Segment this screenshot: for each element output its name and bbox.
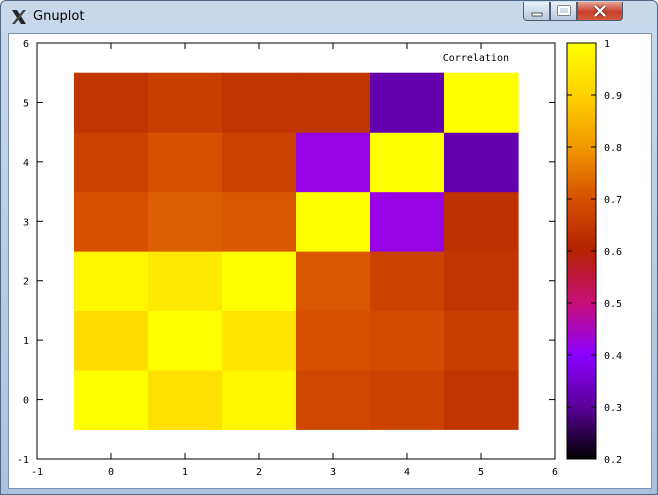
y-tick-label: 4 bbox=[23, 158, 29, 169]
close-icon bbox=[593, 4, 607, 18]
heatmap-cell bbox=[370, 251, 445, 312]
heatmap-cell bbox=[296, 132, 371, 193]
heatmap-cells bbox=[74, 72, 519, 430]
colorbar-tick-label: 1 bbox=[604, 39, 610, 50]
heatmap-cell bbox=[296, 191, 371, 252]
heatmap-cell bbox=[74, 72, 149, 133]
heatmap-cell bbox=[370, 369, 445, 430]
x-tick-label: -1 bbox=[31, 467, 43, 478]
heatmap-cell bbox=[370, 191, 445, 252]
plot-area: -1 0 1 2 3 4 5 6 -1 0 1 2 3 4 5 6 Correlation 0.2 0.3 0.… bbox=[8, 33, 652, 489]
x-tick-label: 5 bbox=[478, 467, 484, 478]
heatmap-cell bbox=[74, 191, 149, 252]
plot-frame bbox=[36, 42, 556, 460]
colorbar-tick-label: 0.8 bbox=[604, 143, 622, 154]
colorbar-tick-label: 0.2 bbox=[604, 455, 622, 466]
window-title: Gnuplot bbox=[33, 9, 85, 24]
heatmap-cell bbox=[74, 251, 149, 312]
minimize-button[interactable] bbox=[523, 2, 550, 21]
maximize-button[interactable] bbox=[550, 2, 577, 21]
x-tick-labels: -1 0 1 2 3 4 5 6 bbox=[31, 467, 558, 478]
x-tick-label: 4 bbox=[404, 467, 410, 478]
maximize-icon bbox=[557, 5, 571, 16]
colorbar-tick-label: 0.6 bbox=[604, 247, 622, 258]
colorbar-tick-label: 0.4 bbox=[604, 351, 622, 362]
heatmap-cell bbox=[222, 72, 297, 133]
heatmap-cell bbox=[222, 310, 297, 371]
heatmap-cell bbox=[222, 369, 297, 430]
heatmap-cell bbox=[444, 72, 519, 133]
heatmap-cell bbox=[148, 310, 223, 371]
heatmap-cell bbox=[148, 251, 223, 312]
colorbar-tick-label: 0.5 bbox=[604, 299, 622, 310]
y-tick-label: 0 bbox=[23, 396, 29, 407]
y-tick-label: 3 bbox=[23, 217, 29, 228]
x-tick-label: 0 bbox=[108, 467, 114, 478]
heatmap-cell bbox=[370, 310, 445, 371]
title-bar[interactable]: Gnuplot bbox=[1, 1, 657, 31]
heatmap-cell bbox=[296, 369, 371, 430]
heatmap-cell bbox=[370, 132, 445, 193]
colorbar-tick-label: 0.3 bbox=[604, 403, 622, 414]
heatmap-cell bbox=[444, 132, 519, 193]
heatmap-cell bbox=[296, 310, 371, 371]
close-button[interactable] bbox=[577, 2, 623, 21]
x-tick-label: 2 bbox=[256, 467, 262, 478]
y-tick-label: -1 bbox=[17, 455, 29, 466]
x-logo-icon bbox=[12, 10, 26, 24]
y-tick-label: 2 bbox=[23, 277, 29, 288]
heatmap-cell bbox=[148, 191, 223, 252]
colorbar-labels: 0.2 0.3 0.4 0.5 0.6 0.7 0.8 0.9 1 bbox=[604, 39, 622, 466]
axis-ticks bbox=[36, 42, 556, 460]
heatmap-cell bbox=[296, 72, 371, 133]
x-tick-label: 3 bbox=[330, 467, 336, 478]
minimize-icon bbox=[531, 12, 543, 17]
colorbar-tick-label: 0.9 bbox=[604, 91, 622, 102]
heatmap-cell bbox=[222, 132, 297, 193]
heatmap-cell bbox=[74, 132, 149, 193]
heatmap-cell bbox=[148, 369, 223, 430]
x-tick-label: 1 bbox=[182, 467, 188, 478]
heatmap-cell bbox=[222, 251, 297, 312]
x-tick-label: 6 bbox=[552, 467, 558, 478]
y-tick-labels: -1 0 1 2 3 4 5 6 bbox=[17, 39, 29, 466]
y-tick-label: 5 bbox=[23, 98, 29, 109]
heatmap-cell bbox=[444, 191, 519, 252]
heatmap-cell bbox=[444, 369, 519, 430]
heatmap-cell bbox=[222, 191, 297, 252]
y-tick-label: 1 bbox=[23, 336, 29, 347]
heatmap-cell bbox=[74, 369, 149, 430]
heatmap-cell bbox=[444, 310, 519, 371]
colorbar-ticks bbox=[567, 42, 596, 460]
heatmap-cell bbox=[296, 251, 371, 312]
legend-title: Correlation bbox=[443, 53, 509, 64]
colorbar-tick-label: 0.7 bbox=[604, 195, 622, 206]
heatmap-cell bbox=[74, 310, 149, 371]
heatmap-cell bbox=[444, 251, 519, 312]
heatmap-cell bbox=[148, 72, 223, 133]
y-tick-label: 6 bbox=[23, 39, 29, 50]
heatmap-cell bbox=[370, 72, 445, 133]
heatmap-cell bbox=[148, 132, 223, 193]
